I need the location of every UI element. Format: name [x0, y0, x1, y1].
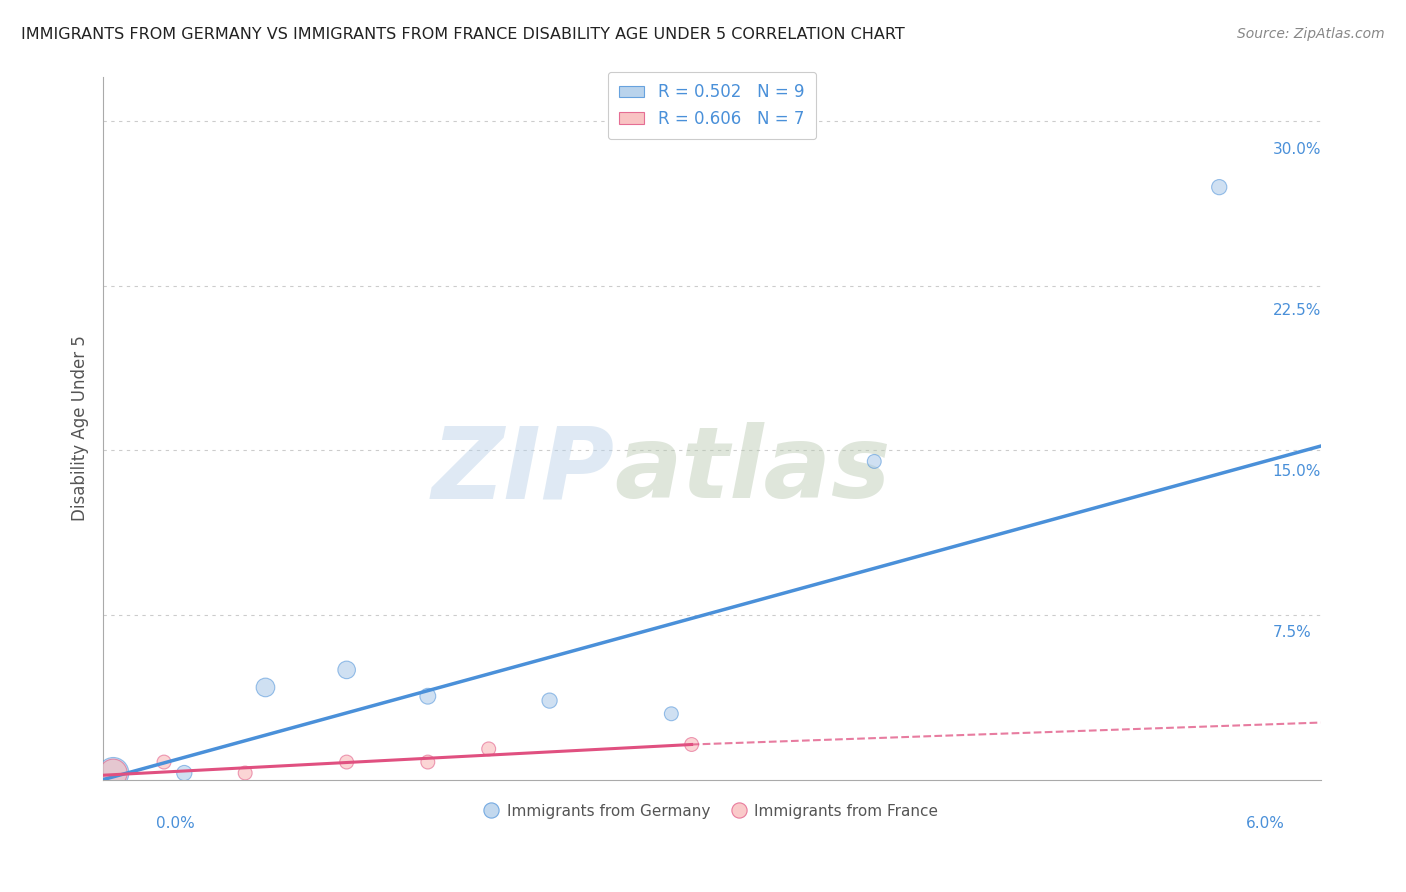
Point [1208, 180, 1230, 194]
Point [336, 663, 359, 677]
Point [254, 681, 277, 695]
Text: 30.0%: 30.0% [1272, 143, 1320, 158]
Text: 22.5%: 22.5% [1272, 303, 1320, 318]
Text: ZIP: ZIP [432, 422, 614, 519]
Point [173, 766, 195, 780]
Text: atlas: atlas [614, 422, 891, 519]
Text: 6.0%: 6.0% [1246, 816, 1285, 831]
Point [659, 706, 682, 721]
Point [336, 755, 359, 769]
Text: Source: ZipAtlas.com: Source: ZipAtlas.com [1237, 27, 1385, 41]
Text: 7.5%: 7.5% [1272, 625, 1312, 640]
Point [478, 742, 501, 756]
Point [416, 755, 439, 769]
Point [233, 766, 256, 780]
Text: 15.0%: 15.0% [1272, 465, 1320, 479]
Text: IMMIGRANTS FROM GERMANY VS IMMIGRANTS FROM FRANCE DISABILITY AGE UNDER 5 CORRELA: IMMIGRANTS FROM GERMANY VS IMMIGRANTS FR… [21, 27, 905, 42]
Y-axis label: Disability Age Under 5: Disability Age Under 5 [72, 335, 89, 522]
Point [681, 738, 703, 752]
Point [416, 690, 439, 704]
Legend: Immigrants from Germany, Immigrants from France: Immigrants from Germany, Immigrants from… [479, 797, 945, 824]
Text: 0.0%: 0.0% [156, 816, 195, 831]
Point [153, 755, 176, 769]
Point [103, 766, 125, 780]
Point [538, 693, 561, 707]
Point [863, 454, 886, 468]
Point [103, 766, 125, 780]
